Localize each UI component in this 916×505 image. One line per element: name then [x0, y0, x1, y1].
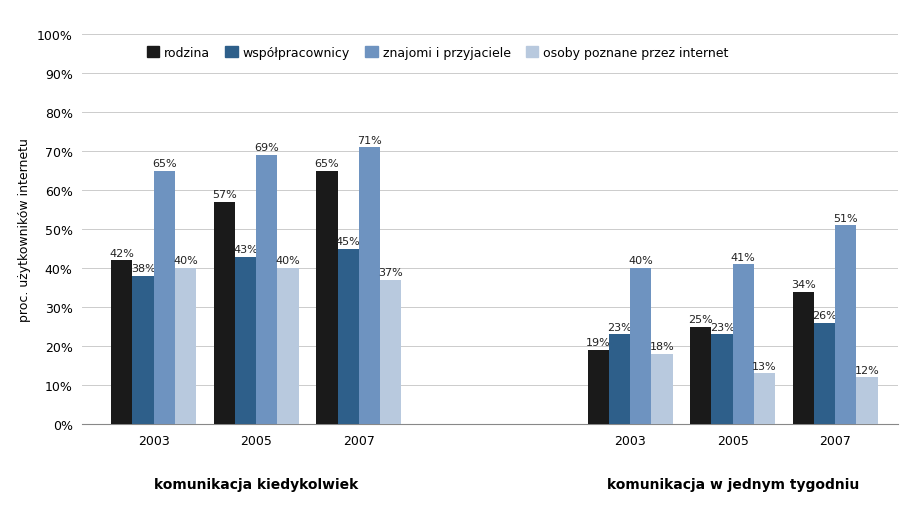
- Text: 71%: 71%: [357, 135, 382, 145]
- Bar: [154, 171, 175, 424]
- Bar: [814, 323, 835, 424]
- Bar: [175, 269, 196, 424]
- Bar: [690, 327, 712, 424]
- Text: 42%: 42%: [109, 248, 135, 258]
- Text: 57%: 57%: [212, 190, 236, 200]
- Bar: [380, 280, 401, 424]
- Bar: [111, 261, 133, 424]
- Bar: [630, 269, 651, 424]
- Text: 34%: 34%: [791, 279, 815, 289]
- Text: 40%: 40%: [628, 256, 653, 266]
- Text: 65%: 65%: [314, 159, 339, 169]
- Text: 23%: 23%: [710, 322, 735, 332]
- Text: 23%: 23%: [607, 322, 632, 332]
- Text: 19%: 19%: [586, 338, 611, 347]
- Text: 43%: 43%: [234, 244, 258, 255]
- Text: 12%: 12%: [855, 365, 879, 375]
- Bar: [235, 257, 256, 424]
- Text: 65%: 65%: [152, 159, 177, 169]
- Bar: [256, 156, 278, 424]
- Bar: [754, 374, 775, 424]
- Text: komunikacja w jednym tygodniu: komunikacja w jednym tygodniu: [606, 477, 859, 491]
- Text: 18%: 18%: [649, 341, 674, 351]
- Text: 38%: 38%: [131, 264, 156, 274]
- Bar: [733, 265, 754, 424]
- Text: 69%: 69%: [255, 143, 279, 153]
- Text: 41%: 41%: [731, 252, 756, 262]
- Legend: rodzina, współpracownicy, znajomi i przyjaciele, osoby poznane przez internet: rodzina, współpracownicy, znajomi i przy…: [142, 41, 734, 65]
- Text: komunikacja kiedykolwiek: komunikacja kiedykolwiek: [154, 477, 358, 491]
- Bar: [133, 276, 154, 424]
- Text: 13%: 13%: [752, 361, 777, 371]
- Text: 45%: 45%: [336, 236, 361, 246]
- Bar: [651, 354, 672, 424]
- Bar: [792, 292, 814, 424]
- Bar: [316, 171, 337, 424]
- Text: 51%: 51%: [834, 213, 858, 223]
- Bar: [359, 148, 380, 424]
- Bar: [609, 335, 630, 424]
- Bar: [712, 335, 733, 424]
- Text: 40%: 40%: [173, 256, 198, 266]
- Bar: [835, 226, 856, 424]
- Text: 37%: 37%: [378, 268, 403, 278]
- Text: 26%: 26%: [812, 311, 837, 320]
- Text: 40%: 40%: [276, 256, 300, 266]
- Bar: [278, 269, 299, 424]
- Bar: [587, 350, 609, 424]
- Text: 25%: 25%: [688, 314, 714, 324]
- Bar: [856, 378, 878, 424]
- Bar: [337, 249, 359, 424]
- Bar: [213, 203, 235, 424]
- Y-axis label: proc. użytkowników internetu: proc. użytkowników internetu: [18, 138, 31, 322]
